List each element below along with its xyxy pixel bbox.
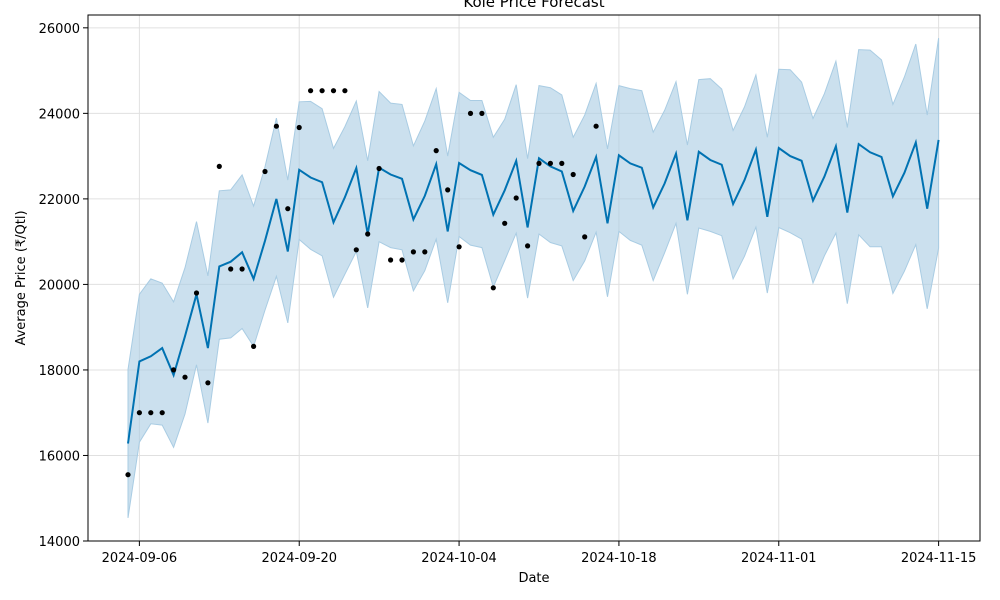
x-tick-label: 2024-09-20 [261, 551, 337, 566]
y-axis: 14000 16000 18000 20000 22000 24000 26000 [39, 22, 88, 550]
observed-point [525, 243, 531, 249]
observed-point [570, 171, 576, 178]
observed-point [582, 234, 588, 240]
observed-point [216, 163, 222, 169]
observed-point [125, 472, 131, 478]
observed-point [547, 160, 554, 166]
observed-point [365, 231, 371, 237]
observed-point [456, 244, 462, 250]
observed-point [285, 206, 291, 212]
plot-frame [87, 14, 981, 542]
observed-point [228, 266, 234, 272]
observed-point [342, 88, 348, 94]
observed-point [319, 88, 325, 94]
observed-points [125, 88, 599, 478]
observed-point [376, 165, 382, 172]
y-tick-label: 22000 [39, 193, 80, 208]
observed-point [536, 160, 542, 166]
observed-point [467, 110, 474, 116]
x-axis: 2024-09-06 2024-09-20 2024-10-04 2024-10-18… [102, 541, 977, 566]
y-tick-label: 14000 [39, 535, 80, 550]
observed-point [513, 195, 519, 201]
y-axis-label: Average Price (₹/Qtl) [14, 210, 29, 345]
observed-point [159, 410, 165, 416]
x-tick-label: 2024-09-06 [102, 551, 178, 566]
x-tick-label: 2024-10-04 [421, 551, 497, 566]
observed-point [262, 168, 268, 175]
x-tick-label: 2024-11-15 [901, 551, 977, 566]
observed-point [182, 374, 188, 380]
forecast-line [127, 138, 940, 444]
forecast-series [127, 138, 940, 444]
confidence-band [127, 38, 940, 518]
observed-point [593, 123, 599, 129]
uncertainty-band [127, 38, 940, 518]
observed-point [490, 285, 496, 291]
observed-point [433, 148, 439, 154]
y-tick-label: 16000 [39, 449, 80, 464]
observed-point [422, 249, 428, 255]
observed-point [502, 220, 508, 226]
observed-point [330, 88, 337, 94]
observed-point [296, 124, 302, 131]
chart-title: Kole Price Forecast [463, 0, 604, 11]
observed-point [148, 410, 154, 416]
observed-point [171, 367, 177, 373]
x-axis-label: Date [518, 571, 549, 586]
x-tick-label: 2024-11-01 [741, 551, 817, 566]
observed-point [205, 380, 211, 386]
observed-point [559, 160, 565, 166]
y-tick-label: 26000 [39, 22, 80, 37]
observed-point [353, 247, 359, 253]
observed-point [193, 290, 200, 296]
observed-point [445, 187, 451, 193]
y-tick-label: 24000 [39, 107, 80, 122]
observed-point [479, 110, 485, 116]
observed-point [388, 257, 394, 263]
x-tick-label: 2024-10-18 [581, 551, 657, 566]
observed-point [410, 249, 416, 255]
observed-point [239, 266, 245, 272]
observed-point [251, 343, 257, 349]
y-tick-label: 20000 [39, 278, 80, 293]
observed-point [399, 257, 405, 263]
observed-point [273, 123, 279, 129]
y-tick-label: 18000 [39, 364, 80, 379]
observed-point [308, 88, 314, 94]
observed-point [136, 410, 142, 416]
